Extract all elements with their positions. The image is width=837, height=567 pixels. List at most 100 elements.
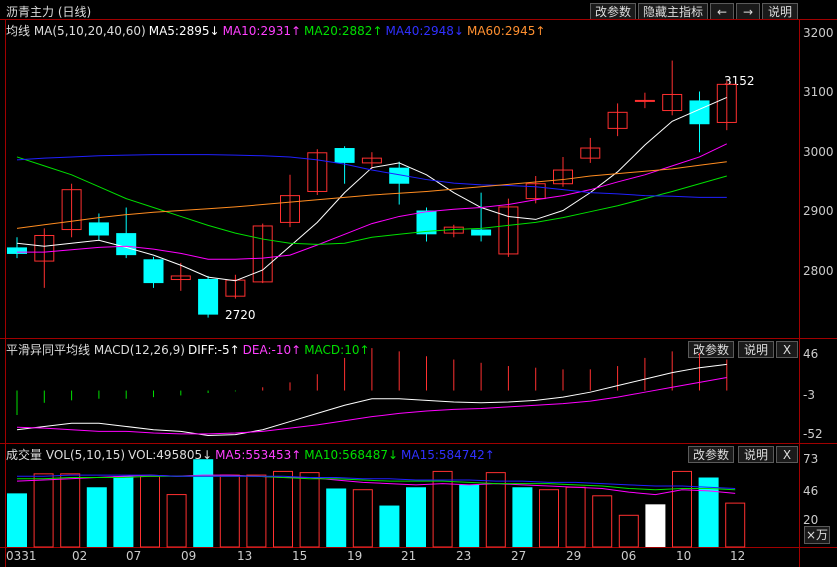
dea-line [16, 376, 727, 435]
volume-bar [273, 470, 293, 548]
ma60-line [16, 161, 727, 229]
ma20-line [16, 156, 727, 245]
vol-tick-bottom: 20 [803, 513, 819, 527]
x-label: 23 [456, 549, 472, 563]
candle-body [252, 225, 273, 283]
candle-body [280, 195, 300, 223]
candle-body [170, 275, 191, 281]
vol-help-button[interactable]: 说明 [738, 446, 774, 463]
x-label: 29 [566, 549, 582, 563]
volume-bar [7, 493, 27, 547]
y-tick-2800: 2800 [803, 264, 834, 278]
vol-legend: 成交量 VOL(5,10,15) VOL:495805↓ MA5:553453↑… [6, 446, 498, 463]
macd-tick-bottom: -52 [803, 427, 823, 441]
candle-body [198, 278, 219, 315]
vol-ma10-legend: MA10:568487↓ [304, 447, 399, 462]
candle-body [225, 279, 246, 297]
macd-tick-top: 46 [803, 347, 819, 361]
vol-params-button[interactable]: 改参数 [688, 446, 734, 463]
candle-body [471, 229, 492, 236]
vol-ma5-line [16, 474, 736, 496]
volume-bar [645, 504, 666, 547]
vol-ma15-legend: MA15:584742↑ [401, 447, 495, 462]
volume-bar [459, 484, 480, 547]
candle-body [689, 100, 710, 125]
x-label: 09 [181, 549, 197, 563]
candlestick-layer [7, 60, 737, 318]
macd-layer [16, 348, 728, 436]
vol-close-button[interactable]: X [776, 446, 798, 463]
candle-body [334, 148, 355, 163]
low-annotation: 2720 [225, 308, 256, 322]
vol-legend-name: 成交量 VOL(5,10,15) [6, 448, 126, 462]
candle-body [116, 233, 137, 256]
y-tick-3100: 3100 [803, 85, 834, 99]
candle-body [580, 147, 601, 159]
candle-body [662, 93, 683, 112]
volume-bar [698, 477, 719, 547]
volume-bar [512, 487, 533, 547]
macd-params-button[interactable]: 改参数 [688, 341, 734, 358]
candle-body [716, 83, 737, 123]
diff-line [16, 363, 727, 436]
params-button[interactable]: 改参数 [590, 3, 636, 20]
volume-bar [33, 473, 54, 548]
window-title: 沥青主力 (日线) [6, 3, 94, 20]
vol-tick-top: 73 [803, 452, 819, 466]
candle-body [7, 247, 27, 254]
x-label: 27 [511, 549, 527, 563]
prev-arrow-button[interactable]: ← [710, 3, 734, 20]
macd-close-button[interactable]: X [776, 341, 798, 358]
candle-body [634, 99, 655, 102]
x-label: 19 [347, 549, 363, 563]
next-arrow-button[interactable]: → [736, 3, 760, 20]
vol-tick-mid: 46 [803, 484, 819, 498]
volume-bar [86, 487, 107, 547]
volume-bar [565, 486, 586, 548]
volume-bar [140, 475, 160, 548]
ma20-legend: MA20:2882↑ [304, 23, 383, 38]
dea-legend: DEA:-10↑ [242, 342, 302, 357]
y-tick-3000: 3000 [803, 145, 834, 159]
candle-body [443, 226, 464, 234]
volume-bar [485, 472, 506, 548]
candle-body [607, 111, 628, 129]
volume-bar [618, 514, 639, 548]
macd-legend: 平滑异同平均线 MACD(12,26,9) DIFF:-5↑ DEA:-10↑ … [6, 341, 373, 358]
volume-bar [60, 473, 81, 548]
macd-legend-name: 平滑异同平均线 MACD(12,26,9) [6, 343, 185, 357]
y-tick-3200: 3200 [803, 26, 834, 40]
macd-value-legend: MACD:10↑ [304, 342, 370, 357]
candle-body [143, 259, 164, 284]
x-label: 07 [126, 549, 142, 563]
volume-bar [299, 472, 320, 548]
vol-unit-label: ×万 [804, 526, 830, 544]
vol-ma10-line [17, 475, 736, 491]
x-label: 06 [621, 549, 637, 563]
hide-main-indicator-button[interactable]: 隐藏主指标 [638, 3, 708, 20]
vol-ma5-legend: MA5:553453↑ [215, 447, 302, 462]
candle-body [361, 157, 382, 164]
ma5-line [16, 96, 727, 282]
volume-bar [379, 505, 400, 547]
candle-body [34, 234, 55, 262]
candle-body [525, 183, 546, 200]
volume-bar [166, 494, 187, 548]
ma40-line [16, 154, 727, 198]
volume-layer [7, 459, 746, 548]
help-button[interactable]: 说明 [762, 3, 798, 20]
x-label: 15 [292, 549, 308, 563]
ma-legend-name: 均线 MA(5,10,20,40,60) [6, 24, 146, 38]
ma60-legend: MA60:2945↑ [466, 23, 546, 38]
window-title-text: 沥青主力 (日线) [6, 5, 92, 19]
y-tick-2900: 2900 [803, 204, 834, 218]
x-label: 13 [237, 549, 253, 563]
vol-value-legend: VOL:495805↓ [128, 447, 213, 462]
macd-help-button[interactable]: 说明 [738, 341, 774, 358]
volume-bar [672, 470, 692, 548]
candle-body [498, 206, 519, 255]
high-annotation: 3152 [724, 74, 755, 88]
x-label: 0331 [6, 549, 37, 563]
